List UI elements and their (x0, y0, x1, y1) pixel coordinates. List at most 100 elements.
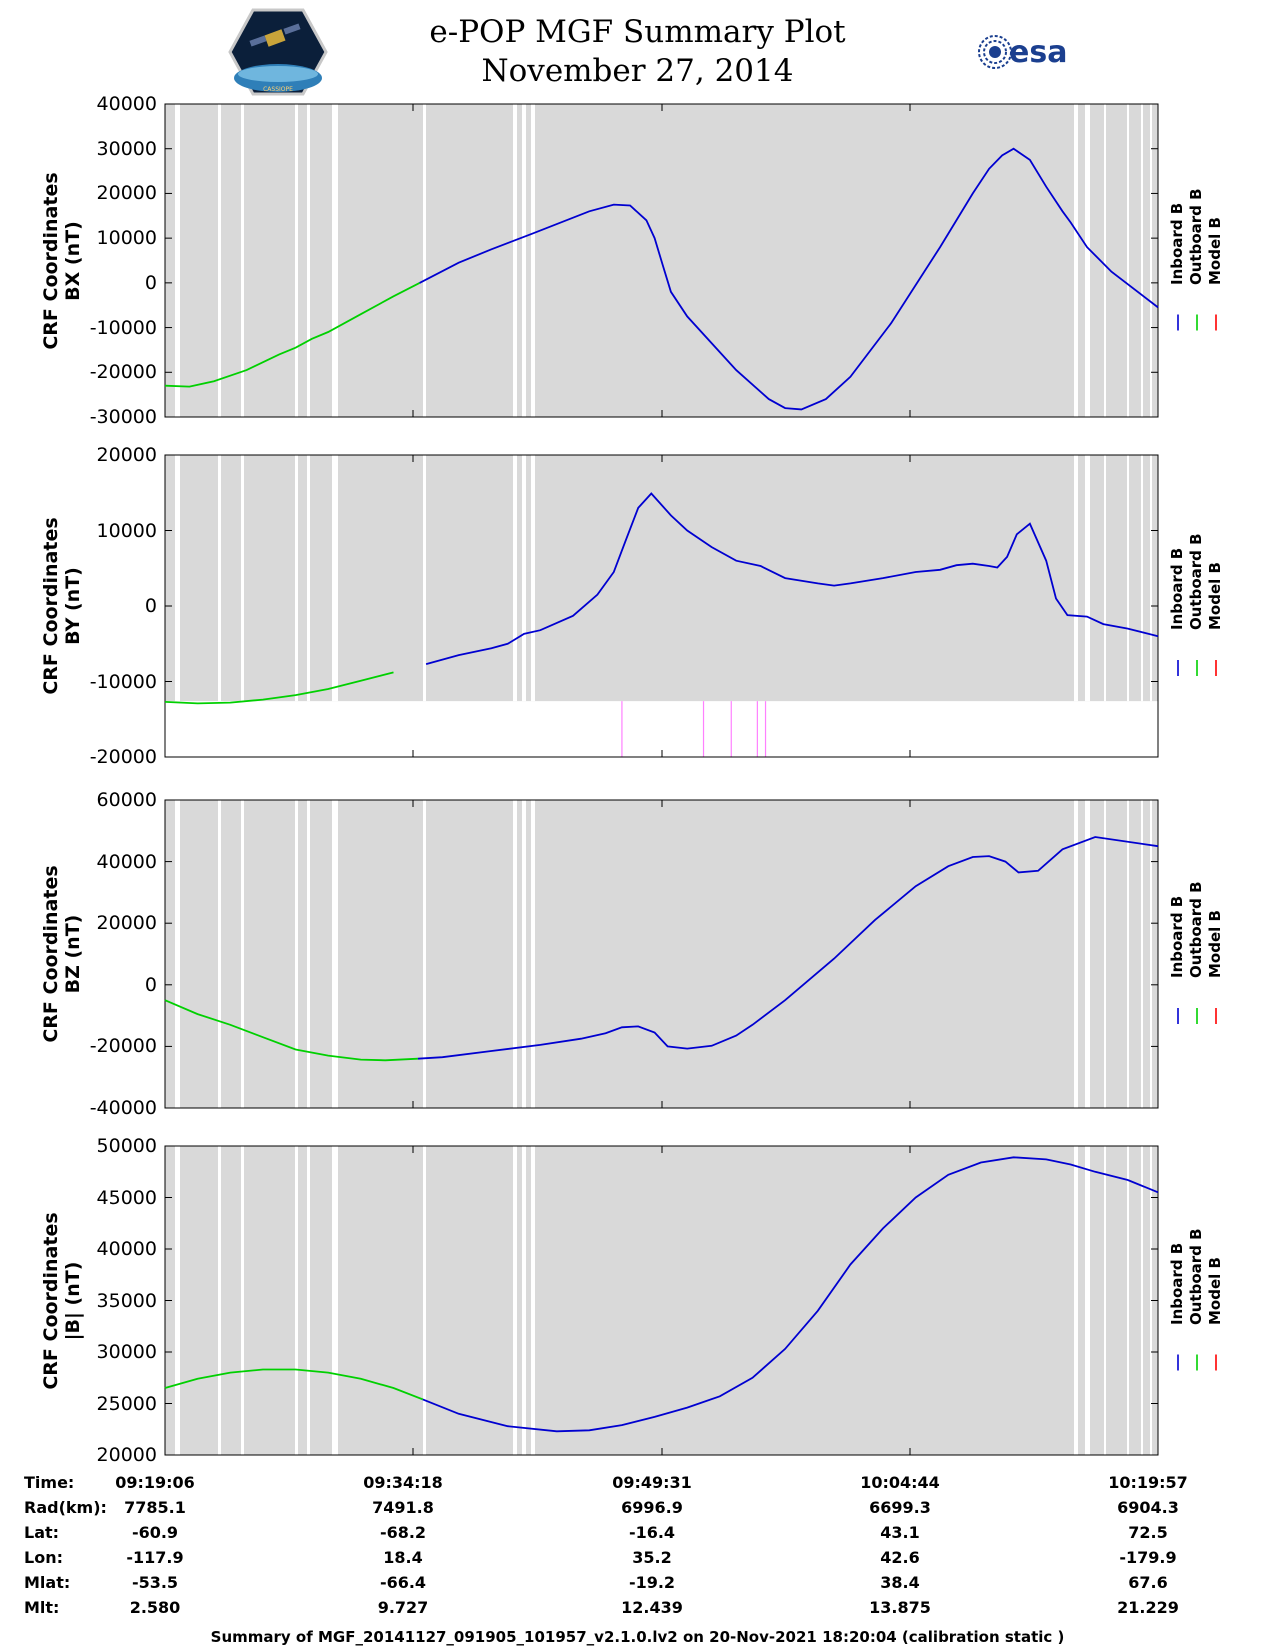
y-tick-label: 20000 (96, 1444, 157, 1466)
y-tick-label: 50000 (96, 1135, 157, 1157)
data-gap-stripe (1104, 800, 1106, 1108)
orbit-value: 42.6 (880, 1548, 920, 1567)
data-gap-stripe (1127, 455, 1129, 702)
data-gap-stripe (295, 455, 298, 702)
orbit-value: 67.6 (1128, 1573, 1168, 1592)
data-gap-stripe (1104, 455, 1106, 702)
data-gap-stripe (522, 104, 526, 417)
orbit-value: 13.875 (869, 1598, 931, 1617)
cassiope-mission-patch-icon: CASSIOPE (228, 8, 328, 96)
orbit-value: 7785.1 (124, 1498, 186, 1517)
y-axis-label: CRF Coordinates BX (nT) (40, 171, 84, 350)
data-gap-stripe (241, 455, 244, 702)
legend-outboard-label: Outboard B (1187, 1227, 1205, 1325)
y-tick-label: 0 (144, 595, 157, 617)
data-gap-stripe (1127, 104, 1129, 417)
panel-3 (164, 799, 1217, 1109)
outboard-b-line (164, 1368, 424, 1401)
data-gap-stripe (1104, 1146, 1106, 1455)
orbit-value: 10:19:57 (1108, 1473, 1188, 1492)
legend-model-label: Model B (1206, 910, 1224, 978)
legend-outboard-label: Outboard B (1187, 533, 1205, 630)
y-axis-label: CRF Coordinates BZ (nT) (40, 865, 84, 1043)
y-tick-label: 30000 (96, 1341, 157, 1363)
y-tick-label: 10000 (96, 227, 157, 250)
data-gap-stripe (423, 455, 426, 702)
panel-2 (164, 454, 1217, 758)
data-gap-stripe (1150, 104, 1152, 417)
legend-model-label: Model B (1206, 1256, 1224, 1325)
y-tick-label: -40000 (89, 1097, 157, 1119)
orbit-value: 09:34:18 (363, 1473, 443, 1492)
orbit-value: 2.580 (129, 1598, 181, 1617)
outboard-b-line (164, 282, 421, 388)
data-gap-stripe (295, 800, 298, 1108)
y-tick-label: 40000 (96, 93, 157, 115)
data-gap-stripe (1085, 104, 1090, 417)
orbit-value: 43.1 (880, 1523, 920, 1542)
data-gap-stripe (307, 1146, 310, 1455)
orbit-value: 6904.3 (1117, 1498, 1179, 1517)
orbit-value: -66.4 (379, 1573, 427, 1592)
esa-logo-icon: esa (978, 35, 1067, 70)
data-gap-stripe (241, 800, 244, 1108)
data-gap-stripe (1074, 1146, 1078, 1455)
orbit-row-label: Lat: (24, 1523, 60, 1542)
data-gap-stripe (531, 1146, 535, 1455)
data-gap-stripe (175, 800, 180, 1108)
panel-background (165, 800, 1158, 1108)
data-gap-stripe (1085, 800, 1090, 1108)
y-tick-label: 40000 (96, 850, 157, 873)
outboard-b-line (164, 671, 394, 705)
legend-inboard-label: Inboard B (1168, 895, 1186, 978)
data-gap-stripe (295, 104, 298, 417)
y-tick-label: -20000 (89, 361, 157, 384)
orbit-value: 72.5 (1128, 1523, 1168, 1542)
legend-outboard-label: Outboard B (1187, 187, 1205, 285)
y-tick-label: -10000 (89, 316, 157, 339)
data-gap-stripe (307, 104, 310, 417)
data-gap-stripe (307, 455, 310, 702)
inboard-b-line (422, 1156, 1159, 1433)
data-gap-stripe (218, 1146, 221, 1455)
panel-background (165, 455, 1158, 702)
data-gap-stripe (218, 800, 221, 1108)
orbit-value: 09:19:06 (115, 1473, 195, 1492)
data-gap-stripe (1141, 1146, 1143, 1455)
data-gap-stripe (1150, 800, 1152, 1108)
data-gap-stripe (295, 1146, 298, 1455)
data-gap-stripe (241, 1146, 244, 1455)
panel-background (165, 1146, 1158, 1455)
data-gap-stripe (332, 455, 338, 702)
data-gap-stripe (423, 104, 426, 417)
legend-inboard-label: Inboard B (1168, 547, 1186, 630)
orbit-value: -60.9 (131, 1523, 179, 1542)
data-gap-stripe (513, 104, 517, 417)
data-gap-stripe (1141, 104, 1143, 417)
data-gap-stripe (423, 1146, 426, 1455)
orbit-value: -53.5 (131, 1573, 179, 1592)
data-gap-stripe (531, 104, 535, 417)
data-gap-stripe (307, 800, 310, 1108)
data-gap-stripe (513, 800, 517, 1108)
orbit-value: -68.2 (379, 1523, 427, 1542)
orbit-value: -19.2 (628, 1573, 676, 1592)
data-gap-stripe (175, 1146, 180, 1455)
legend-outboard-label: Outboard B (1187, 881, 1205, 978)
outboard-b-line (164, 999, 418, 1062)
legend-model-label: Model B (1206, 216, 1224, 285)
data-gap-stripe (423, 800, 426, 1108)
legend-model-label: Model B (1206, 562, 1224, 630)
orbit-value: 18.4 (383, 1548, 423, 1567)
y-tick-label: 30000 (96, 137, 157, 160)
y-tick-label: 0 (144, 271, 157, 294)
y-tick-label: -20000 (89, 1035, 157, 1058)
data-gap-stripe (1085, 455, 1090, 702)
data-gap-stripe (1141, 800, 1143, 1108)
panel-4 (164, 1145, 1217, 1456)
y-tick-label: -30000 (89, 406, 157, 428)
orbit-value: -117.9 (126, 1548, 184, 1567)
y-tick-label: 0 (144, 973, 157, 996)
data-gap-stripe (522, 455, 526, 702)
